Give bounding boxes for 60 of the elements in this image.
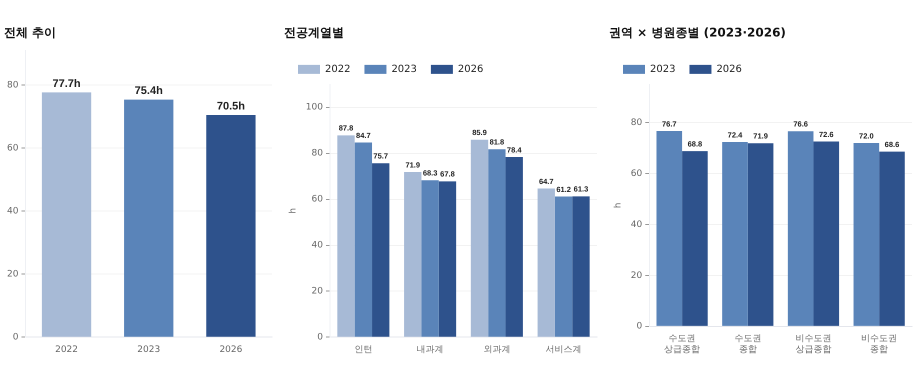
bar — [682, 151, 708, 326]
legend-label: 2023 — [650, 64, 676, 75]
bar — [354, 142, 372, 337]
y-tick-label: 20 — [7, 270, 19, 280]
y-tick-label: 60 — [7, 143, 19, 154]
chart-title: 전체 추이 — [4, 25, 56, 40]
bar — [748, 143, 774, 326]
x-tick-label: 2022 — [55, 344, 78, 355]
y-tick-label: 0 — [12, 332, 19, 343]
y-tick-label: 40 — [7, 206, 19, 216]
bar — [421, 180, 439, 337]
x-tick-label: 비수도권 상급종합 — [795, 334, 832, 355]
bar — [506, 157, 523, 337]
y-axis-title: h — [614, 202, 624, 208]
bar — [470, 140, 488, 337]
x-tick-label: 서비스계 — [546, 344, 582, 355]
y-tick-label: 60 — [312, 194, 324, 205]
y-tick-label: 80 — [312, 148, 324, 159]
data-label: 70.5h — [216, 100, 246, 113]
chart-title: 권역 × 병원종별 (2023·2026) — [609, 25, 786, 40]
bar — [538, 188, 555, 337]
bar — [879, 152, 905, 326]
bar — [488, 149, 506, 337]
y-tick-label: 40 — [312, 240, 324, 251]
y-tick-label: 80 — [630, 118, 643, 128]
bar — [656, 131, 682, 326]
y-tick-label: 80 — [7, 80, 19, 90]
bar — [788, 131, 814, 326]
x-tick-label: 외과계 — [483, 344, 510, 355]
y-tick-label: 60 — [630, 168, 643, 179]
x-tick-label: 수도권 상급종합 — [664, 334, 700, 355]
x-tick-label: 내과계 — [416, 344, 444, 355]
bar — [337, 135, 355, 337]
legend-label: 2026 — [458, 64, 484, 75]
legend-label: 2023 — [391, 64, 417, 75]
y-tick-label: 20 — [312, 286, 324, 297]
bar — [438, 181, 456, 337]
bar — [372, 163, 390, 337]
x-tick-label: 비수도권 종합 — [861, 334, 898, 355]
legend-label: 2026 — [716, 64, 742, 75]
data-label: 77.7h — [52, 78, 81, 90]
x-tick-label: 2023 — [137, 344, 160, 355]
y-tick-label: 100 — [306, 102, 324, 113]
y-tick-label: 0 — [636, 322, 643, 332]
y-tick-label: 0 — [317, 332, 324, 343]
bar — [572, 196, 590, 337]
x-tick-label: 수도권 종합 — [734, 334, 762, 355]
bar — [554, 196, 572, 337]
y-axis-title: h — [288, 208, 299, 214]
y-tick-label: 40 — [630, 220, 643, 230]
bar — [722, 142, 748, 326]
x-tick-label: 2026 — [219, 344, 243, 355]
chart-title: 전공계열별 — [284, 25, 344, 40]
y-tick-label: 20 — [630, 270, 643, 281]
legend-label: 2022 — [325, 64, 350, 75]
data-label: 75.4h — [134, 85, 164, 98]
bar — [813, 141, 840, 326]
x-tick-label: 인턴 — [354, 344, 372, 355]
bar — [854, 142, 880, 326]
bar — [404, 172, 422, 337]
